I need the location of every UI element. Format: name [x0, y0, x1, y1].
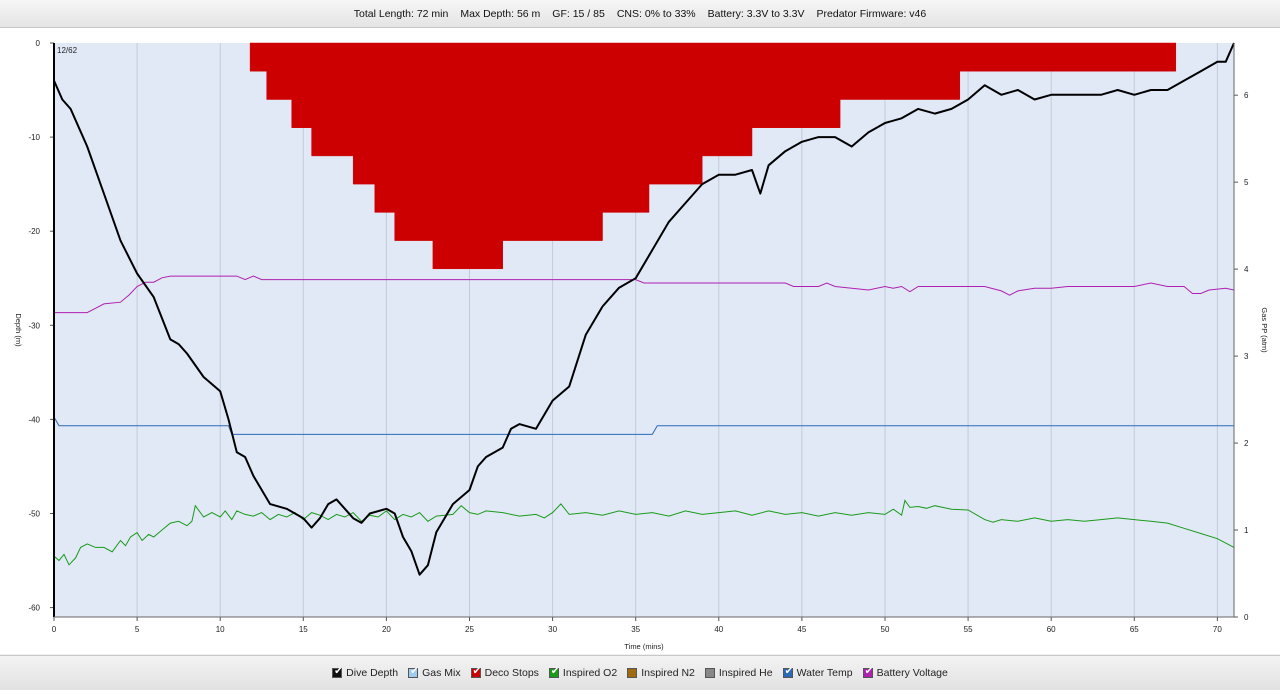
dive-profile-chart[interactable]: 0 5 10 15 20 25 30 35 40 45 50 55 60 65 700-10-20-30-4…	[0, 28, 1280, 654]
x-tick-label: 10	[216, 625, 225, 634]
checkmark-icon: ✔	[472, 666, 482, 677]
legend-checkbox[interactable]	[704, 668, 715, 678]
legend-item-water-temp[interactable]: ✔ Water Temp	[782, 666, 853, 679]
gradient-factor: GF: 15 / 85	[552, 7, 605, 20]
y2-tick-label: 1	[1244, 526, 1249, 535]
x-tick-label: 40	[714, 625, 723, 634]
y2-tick-label: 3	[1244, 352, 1249, 361]
dive-depth-line	[53, 42, 1235, 576]
x-tick-label: 45	[797, 625, 806, 634]
legend-checkbox[interactable]: ✔	[332, 666, 343, 678]
x-tick-label: 70	[1213, 625, 1222, 634]
legend-label: Inspired He	[718, 667, 773, 679]
legend-bar: ✔ Dive Depth ✔ Gas Mix ✔ Deco Stops ✔ Inspired …	[0, 655, 1280, 690]
x-tick-label: 55	[964, 625, 973, 634]
legend-label: Deco Stops	[484, 667, 539, 679]
y2-tick-label: 5	[1244, 178, 1249, 187]
legend-checkbox[interactable]: ✔	[470, 666, 482, 678]
legend-label: Battery Voltage	[876, 667, 948, 679]
legend-checkbox[interactable]	[627, 668, 638, 678]
legend-label: Inspired N2	[641, 667, 695, 679]
x-tick-label: 25	[465, 625, 474, 634]
legend-item-gas-mix[interactable]: ✔ Gas Mix	[408, 666, 461, 679]
dive-summary-bar: Total Length: 72 min Max Depth: 56 m GF:…	[0, 0, 1280, 28]
x-tick-label: 0	[52, 625, 57, 634]
battery-voltage-line	[54, 275, 1235, 314]
max-depth: Max Depth: 56 m	[460, 7, 541, 20]
legend-item-dive-depth[interactable]: ✔ Dive Depth	[332, 666, 399, 679]
y-tick-label: -50	[28, 509, 40, 518]
y2-tick-label: 6	[1244, 91, 1249, 100]
x-axis-title: Time (mins)	[624, 642, 664, 651]
y-tick-label: -30	[28, 321, 40, 330]
checkmark-icon: ✔	[334, 666, 343, 677]
legend-label: Inspired O2	[562, 667, 618, 679]
y-tick-label: -20	[28, 227, 40, 236]
x-tick-label: 5	[135, 625, 140, 634]
checkmark-icon: ✔	[864, 666, 874, 677]
checkmark-icon: ✔	[550, 666, 560, 677]
dive-profile-chart-panel: 0 5 10 15 20 25 30 35 40 45 50 55 60 65 70 0 -10 -20 -30 -4…	[0, 28, 1280, 654]
y2-tick-label: 0	[1244, 613, 1249, 622]
legend-checkbox[interactable]: ✔	[408, 666, 419, 678]
x-tick-label: 65	[1130, 625, 1139, 634]
legend-checkbox[interactable]: ✔	[782, 666, 793, 678]
legend-item-deco-stops[interactable]: ✔ Deco Stops	[470, 666, 539, 679]
y-tick-label: -40	[28, 415, 40, 424]
y-tick-label: -10	[28, 133, 40, 142]
y2-axis-title: Gas PP (atm)	[1260, 307, 1269, 353]
x-tick-label: 20	[382, 625, 391, 634]
legend-item-inspired-n2[interactable]: Inspired N2	[627, 667, 695, 679]
y-axis-title: Depth (m)	[14, 313, 23, 347]
legend-item-inspired-o2[interactable]: ✔ Inspired O2	[548, 666, 618, 679]
x-tick-label: 50	[881, 625, 890, 634]
checkmark-icon: ✔	[410, 666, 419, 677]
y2-tick-label: 4	[1244, 265, 1249, 274]
y-tick-label: -60	[28, 604, 40, 613]
y-tick-label: 0	[36, 39, 41, 48]
battery-range: Battery: 3.3V to 3.3V	[707, 7, 805, 20]
firmware-version: Predator Firmware: v46	[816, 7, 927, 20]
legend-label: Dive Depth	[346, 667, 399, 679]
legend-label: Gas Mix	[422, 667, 461, 679]
inspired-o2-line	[53, 499, 1235, 566]
cns: CNS: 0% to 33%	[616, 7, 696, 20]
x-tick-label: 35	[631, 625, 640, 634]
y2-tick-label: 2	[1244, 439, 1249, 448]
x-tick-label: 60	[1047, 625, 1056, 634]
legend-item-battery-voltage[interactable]: ✔ Battery Voltage	[862, 666, 948, 679]
legend-label: Water Temp	[796, 667, 853, 679]
x-tick-label: 15	[299, 625, 308, 634]
x-tick-label: 30	[548, 625, 557, 634]
legend-checkbox[interactable]: ✔	[548, 666, 560, 678]
legend-item-inspired-he[interactable]: Inspired He	[704, 667, 773, 679]
deco-stops-area	[249, 42, 1177, 270]
dive-number-label: 12/62	[57, 46, 78, 55]
legend-checkbox[interactable]: ✔	[862, 666, 874, 678]
total-length: Total Length: 72 min	[353, 7, 449, 20]
checkmark-icon: ✔	[784, 666, 793, 677]
